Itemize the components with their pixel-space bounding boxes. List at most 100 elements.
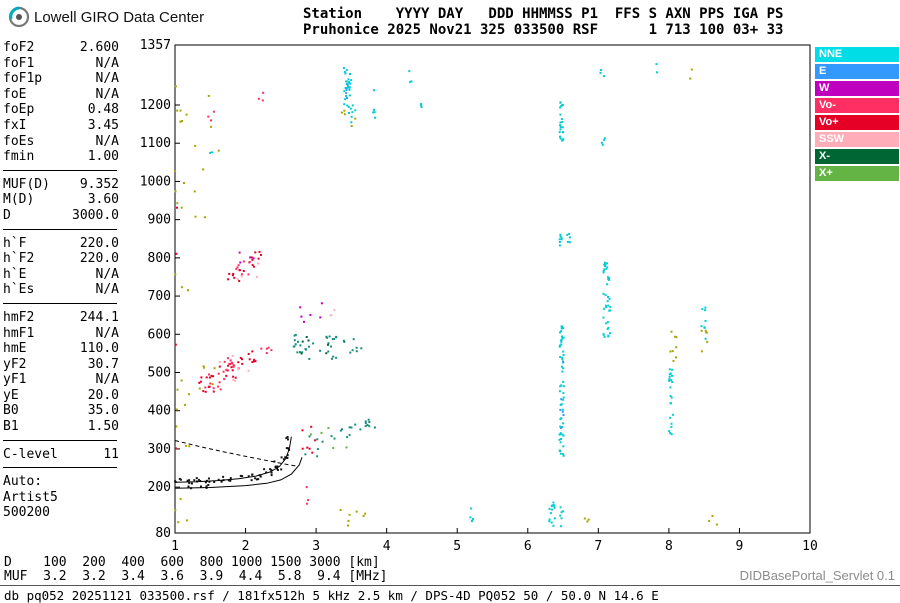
echo-point [230, 361, 233, 364]
y-tick-label: 900 [148, 213, 171, 228]
echo-point [174, 509, 177, 512]
echo-point [239, 261, 242, 264]
echo-point [674, 335, 677, 338]
plot-frame [174, 44, 811, 534]
param-row-ye: yE 20.0 [3, 388, 119, 404]
echo-point [606, 262, 608, 265]
echo-point [354, 117, 357, 120]
echo-point [561, 410, 564, 413]
echo-point [257, 478, 260, 481]
echo-point [604, 265, 606, 268]
echo-point [223, 378, 226, 381]
echo-point [300, 315, 303, 318]
echo-point [669, 395, 672, 397]
echo-point [553, 506, 556, 509]
echo-point [299, 351, 301, 354]
param-row-foe: foE N/A [3, 87, 119, 103]
echo-point [560, 335, 563, 338]
y-tick-label: 400 [148, 404, 171, 419]
echo-point [559, 432, 562, 435]
echo-point [420, 106, 423, 109]
echo-point [562, 445, 565, 448]
echo-point [199, 380, 202, 383]
echo-point [296, 351, 299, 354]
echo-point [227, 479, 230, 482]
echo-point [548, 520, 551, 523]
y-tick-label: 200 [148, 480, 171, 495]
echo-point [350, 125, 353, 127]
echo-point [559, 356, 562, 358]
echo-point [671, 381, 674, 383]
echo-point [248, 358, 251, 361]
echo-point [561, 398, 564, 401]
echo-point [235, 268, 238, 271]
param-value: 110.0 [79, 341, 119, 357]
echo-point [374, 116, 377, 119]
echo-point [559, 128, 562, 131]
echo-point [200, 376, 203, 379]
echo-point [671, 374, 673, 377]
echo-point [259, 475, 262, 478]
echo-point [213, 367, 216, 370]
echo-point [670, 379, 673, 382]
echo-point [354, 109, 357, 112]
echo-point [299, 306, 302, 309]
param-row-md: M(D) 3.60 [3, 192, 119, 208]
echo-point [550, 508, 553, 511]
echo-point [347, 519, 350, 522]
param-value: N/A [95, 325, 119, 341]
param-divider [3, 228, 117, 230]
echo-point [558, 244, 561, 247]
echo-point [343, 109, 346, 112]
echo-point [559, 514, 562, 517]
echo-point [270, 469, 273, 472]
echo-point [345, 95, 347, 97]
echo-point [586, 520, 589, 523]
param-value: N/A [95, 71, 119, 87]
param-label: foE [3, 86, 27, 102]
echo-point [174, 190, 177, 193]
echo-point [345, 446, 348, 449]
x-tick-label: 3 [312, 539, 320, 554]
echo-point [228, 362, 231, 365]
echo-point [560, 398, 563, 401]
echo-point [207, 94, 210, 97]
echo-point [185, 113, 188, 116]
echo-point [222, 475, 225, 478]
y-tick-label: 1200 [140, 98, 171, 113]
echo-point [362, 515, 365, 517]
echo-point [307, 345, 310, 348]
echo-point [560, 511, 563, 514]
echo-point [332, 355, 335, 358]
echo-point [327, 350, 330, 353]
echo-point [347, 524, 349, 527]
echo-point [601, 143, 604, 146]
echo-point [247, 353, 250, 355]
echo-point [671, 350, 674, 353]
param-label: MUF(D) [3, 176, 50, 192]
echo-point [316, 455, 319, 458]
echo-point [212, 387, 215, 390]
echo-point [218, 361, 221, 363]
echo-point [187, 393, 190, 396]
echo-point [559, 331, 561, 334]
echo-point [229, 479, 232, 482]
echo-point [185, 519, 188, 522]
echo-point [559, 452, 562, 455]
echo-point [232, 364, 235, 367]
echo-point [343, 113, 346, 116]
echo-point [355, 346, 358, 349]
echo-point [260, 253, 262, 256]
echo-point [715, 523, 718, 526]
param-row-b1: B1 1.50 [3, 419, 119, 435]
echo-point [558, 390, 561, 393]
echo-point [609, 309, 611, 312]
echo-point [560, 343, 563, 346]
echo-point [251, 361, 254, 363]
echo-point [604, 304, 607, 307]
param-value: 1.00 [87, 149, 119, 165]
echo-point [562, 422, 565, 425]
echo-point [606, 300, 609, 303]
echo-point [178, 477, 181, 480]
echo-point [562, 138, 565, 141]
